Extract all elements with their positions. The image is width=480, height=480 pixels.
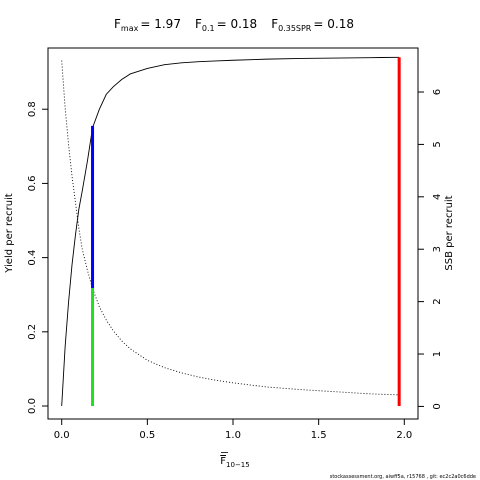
y-axis-left: 0.0 0.2 0.4 0.6 0.8 (27, 101, 48, 414)
y-left-tick-label: 0.2 (27, 324, 38, 340)
title-fmax-value: = 1.97 (140, 17, 181, 31)
title-fmax-subscript: max (121, 24, 139, 33)
x-tick-label: 0.5 (139, 430, 155, 441)
title-fmax-symbol: F (114, 17, 121, 31)
y-axis-right: 0 1 2 3 4 5 6 (418, 89, 443, 410)
x-tick-label: 0.0 (54, 430, 70, 441)
y-right-tick-label: 4 (432, 194, 443, 200)
plot-frame (47, 47, 419, 420)
x-tick-label: 1.5 (311, 430, 327, 441)
y-right-tick-label: 3 (432, 246, 443, 252)
y-right-tick-label: 6 (432, 89, 443, 95)
footer-stamp: stockassessment.org, aiwff5a, r15768 , g… (330, 474, 476, 480)
yield-per-recruit-curve (61, 56, 400, 407)
title-f035-symbol: F (271, 17, 278, 31)
ssb-per-recruit-curve (61, 60, 400, 396)
title-f035-value: = 0.18 (313, 17, 354, 31)
y-left-tick-label: 0.6 (27, 175, 38, 191)
title-f01-symbol: F (195, 17, 202, 31)
y-axis-right-title: SSB per recruit (444, 195, 455, 270)
reference-line-layer (91, 57, 401, 407)
y-right-tick-label: 1 (432, 351, 443, 357)
y-left-tick-label: 0.4 (27, 250, 38, 266)
title-f035-subscript: 0.35SPR (278, 24, 312, 33)
y-right-tick-label: 5 (432, 141, 443, 147)
title-f01-subscript: 0.1 (202, 24, 215, 33)
curve-layer (61, 56, 400, 407)
y-axis-left-title: Yield per recruit (4, 193, 15, 274)
title-f01-value: = 0.18 (217, 17, 258, 31)
y-right-tick-label: 0 (432, 403, 443, 409)
y-left-tick-label: 0.0 (27, 398, 38, 414)
x-axis-title-subscript: 10−15 (226, 461, 250, 469)
x-axis-title: F10−15 (220, 456, 249, 469)
x-axis: 0.0 0.5 1.0 1.5 2.0 (54, 419, 412, 441)
x-axis-title-symbol: F (220, 456, 226, 467)
y-left-tick-label: 0.8 (27, 101, 38, 117)
x-tick-label: 1.0 (225, 430, 241, 441)
y-right-tick-label: 2 (432, 298, 443, 304)
chart-title: Fmax = 1.97 F0.1 = 0.18 F0.35SPR = 0.18 (114, 17, 354, 33)
x-tick-label: 2.0 (396, 430, 412, 441)
